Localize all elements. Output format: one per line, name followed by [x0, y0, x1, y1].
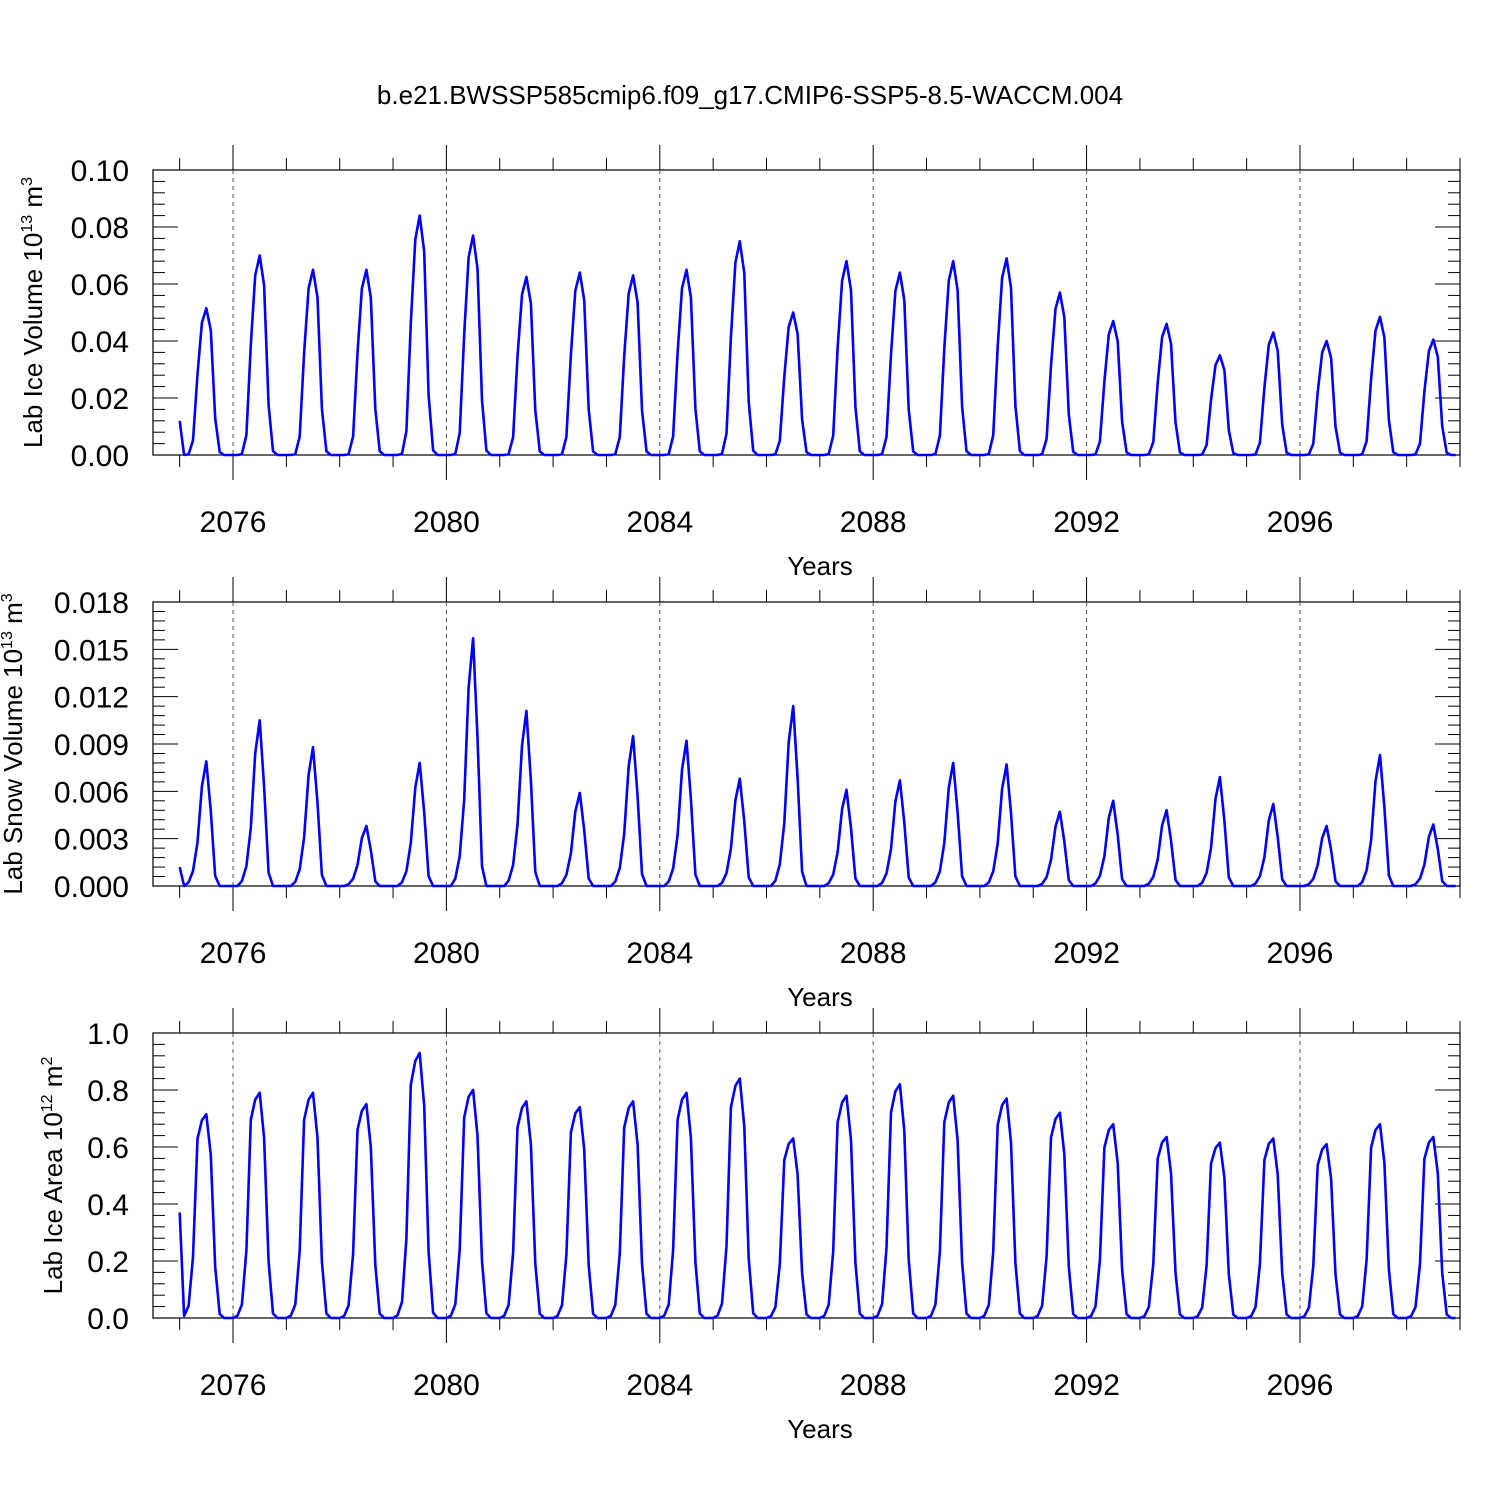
- y-axis-label: Lab Ice Volume 1013 m3: [18, 177, 48, 448]
- plot-frame: [152, 601, 1461, 887]
- y-tick-label: 0.0: [87, 1303, 129, 1336]
- y-tick-label: 0.2: [87, 1246, 129, 1279]
- plot-frame: [152, 1032, 1461, 1319]
- y-tick-label: 0.00: [71, 440, 129, 473]
- x-tick-label: 2092: [1053, 937, 1120, 970]
- y-tick-label: 0.02: [71, 383, 129, 416]
- y-tick-label: 0.006: [54, 776, 129, 809]
- x-tick-label: 2084: [626, 937, 693, 970]
- x-tick-label: 2084: [626, 1369, 693, 1402]
- y-tick-label: 0.10: [71, 155, 129, 188]
- x-tick-label: 2096: [1267, 1369, 1334, 1402]
- y-tick-label: 0.015: [54, 634, 129, 667]
- y-tick-label: 0.8: [87, 1075, 129, 1108]
- y-tick-label: 0.018: [54, 587, 129, 620]
- y-tick-label: 0.003: [54, 824, 129, 857]
- x-tick-label: 2076: [200, 937, 267, 970]
- y-tick-label: 0.08: [71, 212, 129, 245]
- x-tick-label: 2096: [1267, 506, 1334, 539]
- y-tick-label: 0.009: [54, 729, 129, 762]
- x-tick-label: 2076: [200, 506, 267, 539]
- x-tick-label: 2080: [413, 1369, 480, 1402]
- x-tick-label: 2088: [840, 937, 907, 970]
- x-tick-label: 2084: [626, 506, 693, 539]
- y-tick-label: 0.04: [71, 326, 129, 359]
- series-line: [178, 637, 1456, 888]
- x-tick-label: 2096: [1267, 937, 1334, 970]
- series-line: [178, 214, 1456, 457]
- series-line: [178, 1051, 1456, 1320]
- page-title: b.e21.BWSSP585cmip6.f09_g17.CMIP6-SSP5-8…: [376, 80, 1124, 110]
- y-tick-label: 0.4: [87, 1189, 129, 1222]
- x-tick-label: 2088: [840, 1369, 907, 1402]
- chart-panel-3: 0.0 0.2 0.4 0.6 0.8 1.0 2076 2080 2084 2088 2092 20…: [38, 1008, 1461, 1444]
- x-axis-label: Years: [787, 551, 853, 581]
- x-tick-label: 2092: [1053, 1369, 1120, 1402]
- y-tick-label: 0.6: [87, 1132, 129, 1165]
- x-tick-label: 2080: [413, 506, 480, 539]
- x-tick-label: 2092: [1053, 506, 1120, 539]
- x-axis-label: Years: [787, 1414, 853, 1444]
- y-tick-label: 0.000: [54, 871, 129, 904]
- y-axis-label: Lab Ice Area 1012 m2: [38, 1057, 68, 1295]
- chart-panel-1: 0.00 0.02 0.04 0.06 0.08 0.10 2076 2080 2084 2088…: [18, 145, 1461, 581]
- y-tick-label: 1.0: [87, 1018, 129, 1051]
- y-tick-label: 0.012: [54, 682, 129, 715]
- x-axis-label: Years: [787, 982, 853, 1012]
- x-tick-label: 2076: [200, 1369, 267, 1402]
- chart-panel-2: 0.000 0.003 0.006 0.009 0.012 0.015 0.018 2076 2…: [0, 577, 1461, 1012]
- y-axis-label: Lab Snow Volume 1013 m3: [0, 593, 28, 894]
- y-tick-label: 0.06: [71, 269, 129, 302]
- x-tick-label: 2088: [840, 506, 907, 539]
- x-tick-label: 2080: [413, 937, 480, 970]
- plot-frame: [152, 169, 1461, 456]
